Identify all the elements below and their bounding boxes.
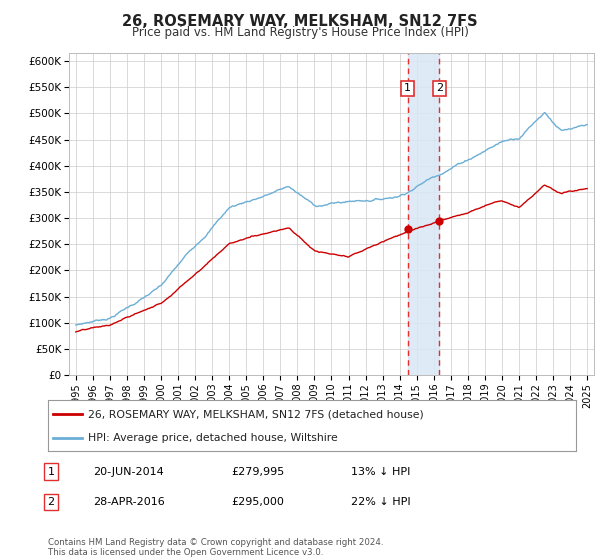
Text: £295,000: £295,000 — [231, 497, 284, 507]
Text: 2: 2 — [436, 83, 443, 94]
Text: 2: 2 — [47, 497, 55, 507]
Text: 26, ROSEMARY WAY, MELKSHAM, SN12 7FS (detached house): 26, ROSEMARY WAY, MELKSHAM, SN12 7FS (de… — [88, 409, 424, 419]
Text: Price paid vs. HM Land Registry's House Price Index (HPI): Price paid vs. HM Land Registry's House … — [131, 26, 469, 39]
Text: 28-APR-2016: 28-APR-2016 — [93, 497, 165, 507]
Text: 1: 1 — [47, 466, 55, 477]
Text: 1: 1 — [404, 83, 411, 94]
Text: Contains HM Land Registry data © Crown copyright and database right 2024.
This d: Contains HM Land Registry data © Crown c… — [48, 538, 383, 557]
Text: 13% ↓ HPI: 13% ↓ HPI — [351, 466, 410, 477]
Bar — [407, 53, 439, 375]
Text: 20-JUN-2014: 20-JUN-2014 — [93, 466, 164, 477]
Text: 22% ↓ HPI: 22% ↓ HPI — [351, 497, 410, 507]
Text: HPI: Average price, detached house, Wiltshire: HPI: Average price, detached house, Wilt… — [88, 433, 337, 443]
Text: £279,995: £279,995 — [231, 466, 284, 477]
Text: 26, ROSEMARY WAY, MELKSHAM, SN12 7FS: 26, ROSEMARY WAY, MELKSHAM, SN12 7FS — [122, 14, 478, 29]
